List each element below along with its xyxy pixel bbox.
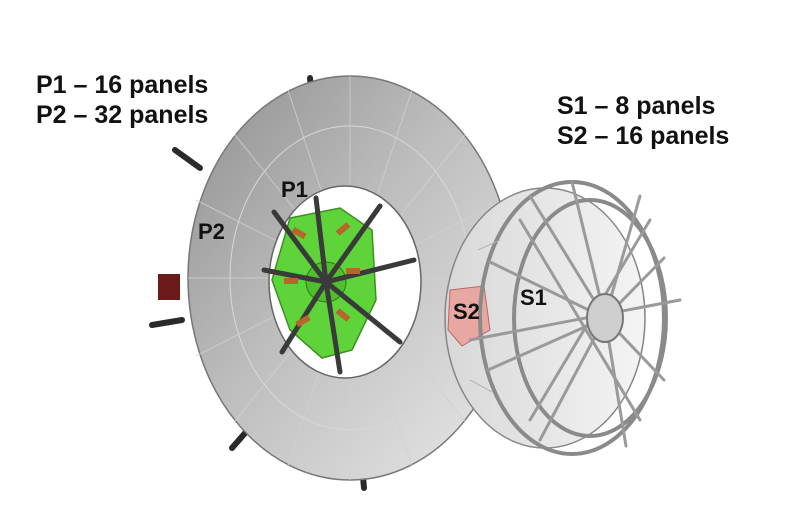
s1-caption-line: S1 – 8 panels: [557, 92, 716, 120]
p2-label: P2: [198, 219, 225, 244]
p2-caption-line: P2 – 32 panels: [36, 101, 209, 129]
secondary-hatching: [469, 239, 501, 393]
primary-side-bracket: [158, 274, 180, 300]
p1-label: P1: [281, 177, 308, 202]
s2-label: S2: [453, 299, 480, 324]
secondary-assembly: [444, 180, 682, 456]
p1-caption-line: P1 – 16 panels: [36, 71, 209, 99]
secondary-caption: S1 – 8 panels S2 – 16 panels: [557, 91, 729, 151]
p1-core: [261, 195, 417, 375]
s2-caption-line: S2 – 16 panels: [557, 122, 730, 150]
primary-caption: P1 – 16 panels P2 – 32 panels: [36, 70, 208, 130]
s1-label: S1: [520, 285, 547, 310]
